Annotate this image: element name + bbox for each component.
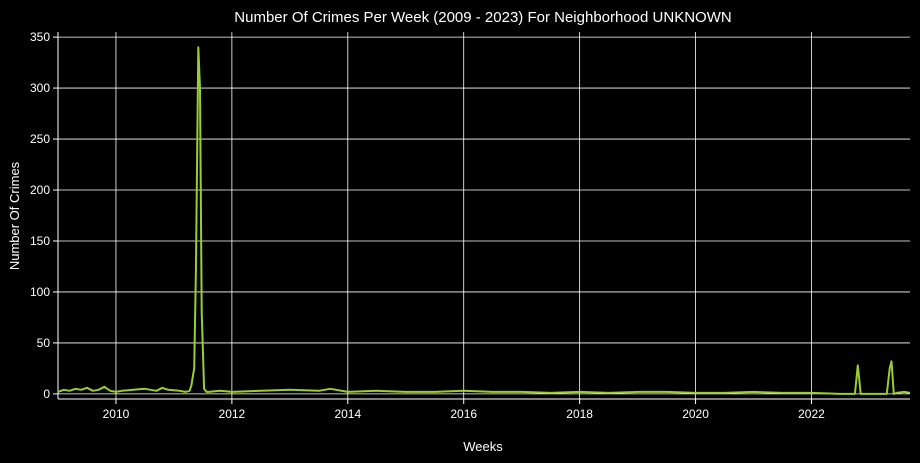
- y-tick-label: 250: [30, 132, 50, 146]
- y-tick-label: 100: [30, 285, 50, 299]
- axes: [57, 32, 910, 400]
- chart-title: Number Of Crimes Per Week (2009 - 2023) …: [234, 9, 731, 26]
- series-layer: [57, 46, 911, 395]
- y-tick-label: 300: [30, 81, 50, 95]
- x-tick-label: 2018: [566, 407, 593, 421]
- ticks: 2010 2012 2014 2016 2018 2020 2022 0 50 100 150 200…: [30, 30, 825, 421]
- y-tick-label: 50: [37, 336, 51, 350]
- x-tick-label: 2020: [682, 407, 709, 421]
- y-tick-label: 0: [43, 387, 50, 401]
- x-tick-label: 2016: [450, 407, 477, 421]
- x-tick-label: 2012: [219, 407, 246, 421]
- x-tick-label: 2014: [334, 407, 361, 421]
- series-line: [57, 46, 911, 395]
- y-axis-label: Number Of Crimes: [7, 161, 22, 270]
- y-tick-label: 200: [30, 183, 50, 197]
- y-tick-label: 150: [30, 234, 50, 248]
- x-axis-label: Weeks: [463, 439, 503, 454]
- y-tick-label: 350: [30, 30, 50, 44]
- x-tick-label: 2022: [798, 407, 825, 421]
- grid: [58, 32, 910, 399]
- x-tick-label: 2010: [103, 407, 130, 421]
